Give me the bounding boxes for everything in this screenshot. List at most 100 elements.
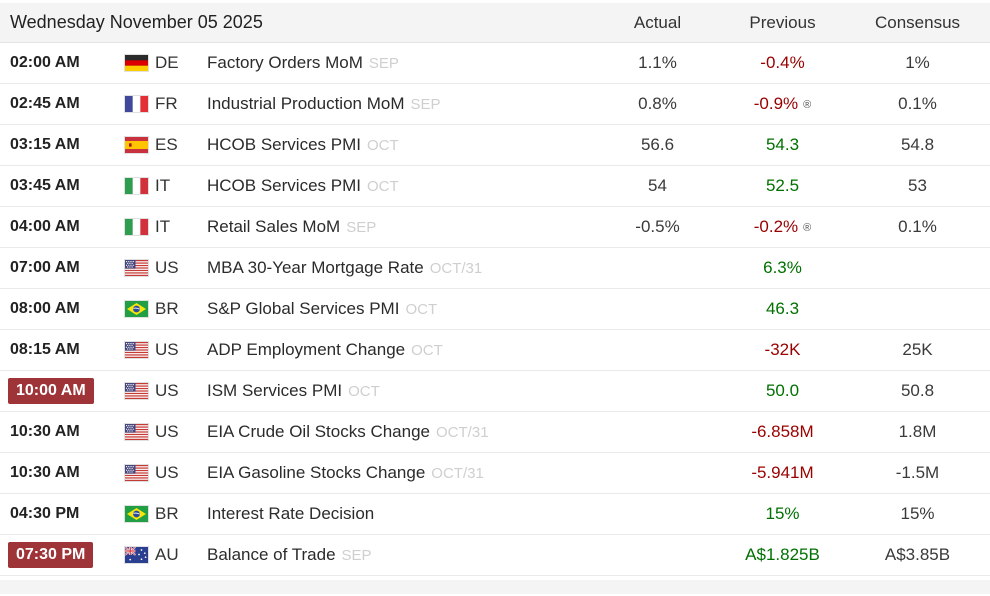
event-time: 02:00 AM (0, 54, 125, 72)
calendar-row[interactable]: 04:30 PM BR Interest Rate Decision 15% 1… (0, 494, 990, 535)
event-time: 04:30 PM (0, 505, 125, 523)
previous-value: 6.3% (763, 258, 802, 277)
br-flag-icon (125, 506, 155, 522)
calendar-row[interactable]: 02:00 AM DE Factory Orders MoM SEP 1.1% -… (0, 43, 990, 84)
consensus-value: 25K (902, 340, 933, 359)
country-code: US (155, 422, 179, 441)
calendar-row[interactable]: 10:00 AM US ISM Services PMI OCT 50.0 50.… (0, 371, 990, 412)
event-name-label: Balance of Trade (207, 545, 336, 564)
calendar-row[interactable]: 04:00 AM IT Retail Sales MoM SEP -0.5% -0… (0, 207, 990, 248)
event-name-label: EIA Crude Oil Stocks Change (207, 422, 431, 441)
event-name[interactable]: ISM Services PMI OCT (207, 381, 595, 401)
event-name[interactable]: S&P Global Services PMI OCT (207, 299, 595, 319)
event-name-label: Retail Sales MoM (207, 217, 341, 236)
event-time: 07:30 PM (0, 542, 125, 568)
calendar-row[interactable]: 03:15 AM ES HCOB Services PMI OCT 56.6 54… (0, 125, 990, 166)
event-name[interactable]: ADP Employment Change OCT (207, 340, 595, 360)
event-time-label: 04:30 PM (10, 505, 80, 522)
calendar-row[interactable]: 07:00 AM US MBA 30-Year Mortgage Rate OCT… (0, 248, 990, 289)
reference-period-label: OCT/31 (431, 465, 484, 482)
actual-value: 0.8% (638, 94, 677, 113)
event-time-label: 10:30 AM (10, 423, 80, 440)
reference-period-label: OCT/31 (436, 424, 489, 441)
br-flag-icon (125, 301, 155, 317)
actual-value: 1.1% (638, 53, 677, 72)
event-name[interactable]: HCOB Services PMI OCT (207, 176, 595, 196)
consensus-value: -1.5M (895, 463, 940, 482)
reference-period-label: OCT (348, 383, 380, 400)
us-flag-icon (125, 465, 155, 481)
previous-value: 54.3 (765, 135, 800, 154)
calendar-row[interactable]: 10:30 AM US EIA Gasoline Stocks Change OC… (0, 453, 990, 494)
column-header-actual: Actual (633, 12, 682, 32)
footer-bar (0, 580, 990, 594)
event-name-label: S&P Global Services PMI (207, 299, 400, 318)
consensus-value: 50.8 (900, 381, 935, 400)
event-name[interactable]: EIA Gasoline Stocks Change OCT/31 (207, 463, 595, 483)
country-code: IT (155, 217, 171, 236)
event-time-label: 04:00 AM (10, 218, 80, 235)
calendar-row[interactable]: 10:30 AM US EIA Crude Oil Stocks Change O… (0, 412, 990, 453)
event-name[interactable]: Factory Orders MoM SEP (207, 53, 595, 73)
event-name[interactable]: Industrial Production MoM SEP (207, 94, 595, 114)
event-name[interactable]: EIA Crude Oil Stocks Change OCT/31 (207, 422, 595, 442)
event-name-label: ADP Employment Change (207, 340, 406, 359)
reference-period-label: OCT (411, 342, 443, 359)
event-time: 03:15 AM (0, 136, 125, 154)
calendar-row[interactable]: 02:45 AM FR Industrial Production MoM SEP… (0, 84, 990, 125)
event-name[interactable]: Interest Rate Decision (207, 504, 595, 524)
previous-value: -0.4% (760, 53, 805, 72)
calendar-row[interactable]: 08:15 AM US ADP Employment Change OCT -32… (0, 330, 990, 371)
previous-value: 15% (765, 504, 800, 523)
revised-icon: ® (803, 99, 812, 111)
reference-period-label: SEP (346, 219, 377, 236)
country-code: DE (155, 53, 179, 72)
consensus-value: 1% (905, 53, 930, 72)
country-code: US (155, 381, 179, 400)
event-time: 08:15 AM (0, 341, 125, 359)
us-flag-icon (125, 424, 155, 440)
previous-value: -6.858M (751, 422, 814, 441)
us-flag-icon (125, 260, 155, 276)
event-time-label: 02:00 AM (10, 54, 80, 71)
event-name-label: HCOB Services PMI (207, 176, 361, 195)
event-time-label: 02:45 AM (10, 95, 80, 112)
calendar-row[interactable]: 08:00 AM BR S&P Global Services PMI OCT 4… (0, 289, 990, 330)
reference-period-label: OCT (366, 178, 399, 195)
us-flag-icon (125, 342, 155, 358)
calendar-row[interactable]: 07:30 PM AU Balance of Trade SEP A$1.825B… (0, 535, 990, 576)
revised-icon: ® (803, 222, 812, 234)
event-name[interactable]: HCOB Services PMI OCT (207, 135, 595, 155)
event-name-label: ISM Services PMI (207, 381, 343, 400)
country-code: US (155, 258, 179, 277)
consensus-value: 54.8 (900, 135, 935, 154)
reference-period-label: SEP (410, 96, 441, 113)
event-name[interactable]: Balance of Trade SEP (207, 545, 595, 565)
reference-period-label: OCT/31 (429, 260, 483, 277)
previous-value: -5.941M (751, 463, 814, 482)
event-name-label: Factory Orders MoM (207, 53, 363, 72)
actual-value: 54 (648, 176, 667, 195)
event-time: 10:30 AM (0, 423, 125, 441)
event-time-label: 03:15 AM (10, 136, 80, 153)
country-code: BR (155, 504, 179, 523)
de-flag-icon (125, 55, 155, 71)
au-flag-icon (125, 547, 155, 563)
country-code: US (155, 463, 179, 482)
event-time-label: 03:45 AM (10, 177, 80, 194)
event-name[interactable]: Retail Sales MoM SEP (207, 217, 595, 237)
event-name[interactable]: MBA 30-Year Mortgage Rate OCT/31 (207, 258, 595, 278)
country-code: ES (155, 135, 178, 154)
event-name-label: MBA 30-Year Mortgage Rate (207, 258, 424, 277)
actual-value: -0.5% (635, 217, 680, 236)
column-header-consensus: Consensus (874, 12, 961, 32)
event-name-label: EIA Gasoline Stocks Change (207, 463, 426, 482)
event-name-label: HCOB Services PMI (207, 135, 361, 154)
event-time: 08:00 AM (0, 300, 125, 318)
calendar-row[interactable]: 03:45 AM IT HCOB Services PMI OCT 54 52.5… (0, 166, 990, 207)
country-code: US (155, 340, 179, 359)
date-header: Wednesday November 05 2025 (10, 12, 263, 32)
column-header-previous: Previous (749, 12, 816, 32)
event-time-label: 08:15 AM (10, 341, 80, 358)
previous-value: 50.0 (765, 381, 800, 400)
